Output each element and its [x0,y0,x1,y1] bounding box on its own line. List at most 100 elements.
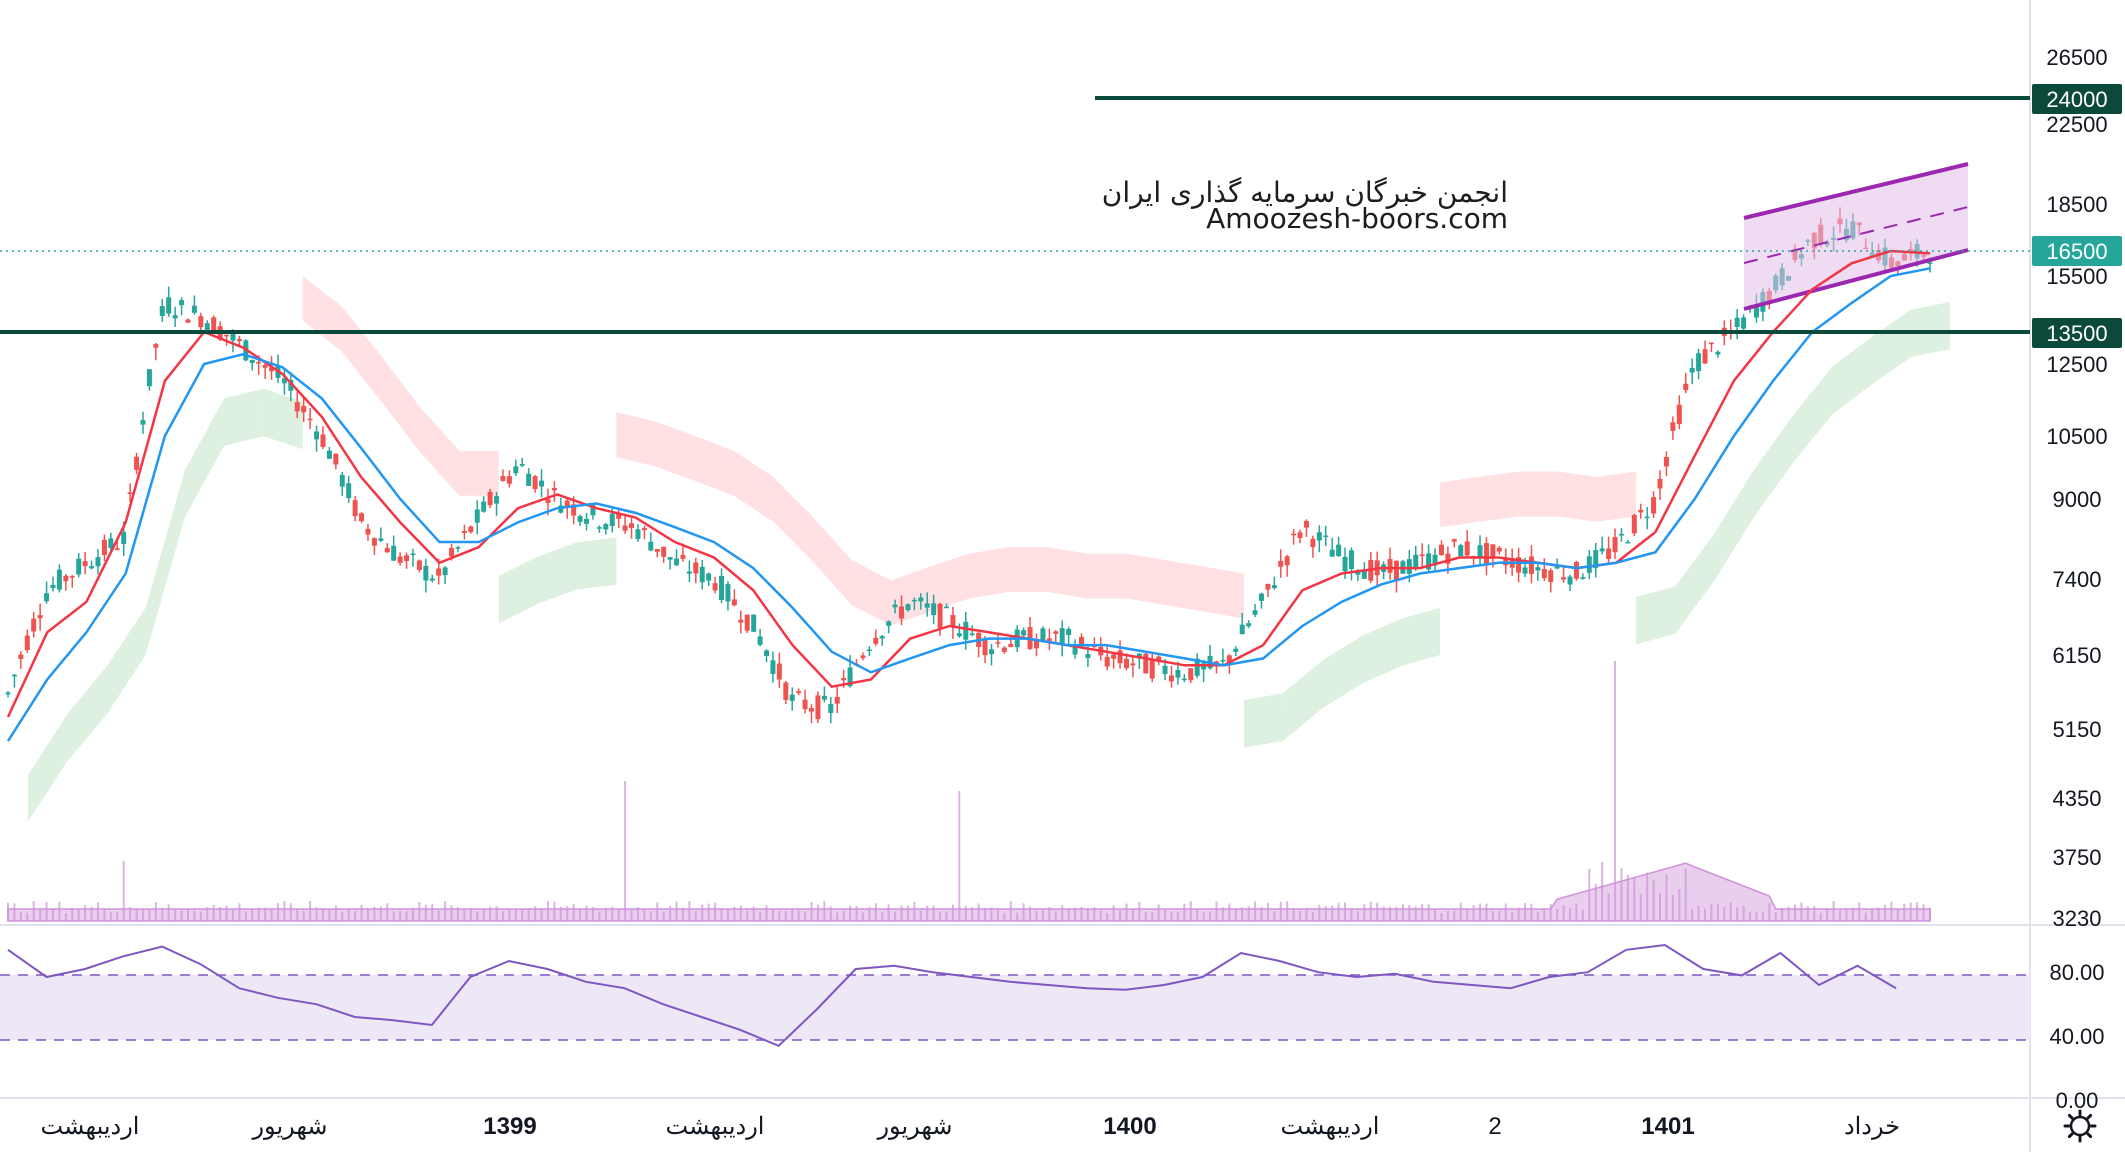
volume-bar [585,905,588,921]
volume-bar [894,911,897,921]
volume-bar [180,910,183,921]
settings-gear-icon[interactable] [2063,1109,2097,1143]
volume-bar [1016,912,1019,921]
candle-body [1271,585,1277,589]
volume-bar [1401,903,1404,921]
candle-body [1297,532,1303,538]
candle-body [1464,541,1470,556]
volume-bar [1080,906,1083,921]
candle-body [185,319,191,323]
candle-body [1451,539,1457,542]
candle-body [1708,342,1714,345]
candle-body [1734,317,1740,327]
time-axis-label: 1401 [1641,1113,1694,1140]
volume-bar [797,910,800,921]
candle-body [1149,659,1155,679]
volume-bar [1093,907,1096,921]
volume-bar [32,901,35,921]
cloud-segment [537,542,578,604]
volume-bar [1427,904,1430,921]
candle-body [262,365,268,368]
volume-bar [649,911,652,921]
volume-bar [681,907,684,921]
volume-bar [1157,904,1160,921]
candle-body [886,621,892,626]
candle-body [789,694,795,701]
volume-bar [334,905,337,921]
candle-body [429,578,435,581]
price-axis[interactable]: 26500 2400022500 18500 1650015500 13500 12500… [2046,45,2107,931]
time-axis-label: 1400 [1103,1113,1156,1140]
candle-body [1483,543,1489,565]
candle-body [1233,648,1239,652]
volume-bar [1639,894,1642,921]
volume-bar [45,901,48,921]
volume-bar [1446,911,1449,921]
candle-body [172,315,178,319]
volume-bar [1569,908,1572,921]
candle-body [1458,545,1464,557]
volume-bar [726,908,729,921]
volume-bar [1562,905,1565,921]
volume-bar [96,902,99,921]
candle-body [596,527,602,529]
volume-bar [154,902,157,921]
candle-body [314,431,320,440]
volume-bar [1241,907,1244,921]
volume-bar [1710,903,1713,921]
rsi-axis[interactable]: 80.00 40.00 0.00 [2049,960,2104,1113]
cloud-segment [1047,547,1088,599]
cloud-segment [224,388,264,446]
candle-body [873,637,879,644]
volume-bar [624,781,627,921]
candle-body [860,655,866,659]
volume-bar [771,908,774,921]
volume-bar [1704,908,1707,921]
candle-body [1638,509,1644,513]
volume-bar [1652,880,1655,921]
volume-bar [1234,908,1237,921]
volume-bar [1389,906,1392,921]
cloud-segment [1165,560,1205,612]
candle-body [442,567,448,576]
volume-bar [842,911,845,921]
volume-bar [90,906,93,921]
candle-body [988,649,994,655]
volume-bar [1054,911,1057,921]
rsi-axis-label: 40.00 [2049,1024,2104,1049]
candle-body [513,466,519,474]
volume-bar [1369,902,1372,921]
candle-body [654,548,660,552]
cloud-segment [930,553,970,612]
time-axis[interactable]: اردیبهشت شهریور 1399 اردیبهشت شهریور 1400 اردی… [41,1113,1901,1140]
candle-body [1123,658,1129,669]
candle-body [269,367,275,372]
candle-body [731,599,737,606]
cloud-segment [1753,415,1794,518]
volume-bar [1916,902,1919,921]
volume-bar [1884,904,1887,921]
volume-bar [1459,902,1462,921]
volume-bar [276,903,279,921]
watermark-line1: انجمن خبرگان سرمایه گذاری ایران [1102,176,1508,209]
candle-body [339,474,345,487]
candle-body [956,633,962,637]
candle-body [751,614,757,632]
channel-fill [1744,164,1968,309]
candle-body [1696,353,1702,372]
candle-body [159,306,165,317]
candle-body [558,505,564,513]
volume-bar [1620,868,1623,921]
volume-bar [1890,901,1893,921]
volume-bar [1138,901,1141,921]
candle-body [834,696,840,704]
volume-bar [122,861,125,921]
candle-body [609,513,615,527]
volume-bar [411,907,414,921]
candle-body [950,615,956,628]
volume-bar [1858,902,1861,921]
candle-body [918,597,924,602]
candle-body [1387,559,1393,573]
